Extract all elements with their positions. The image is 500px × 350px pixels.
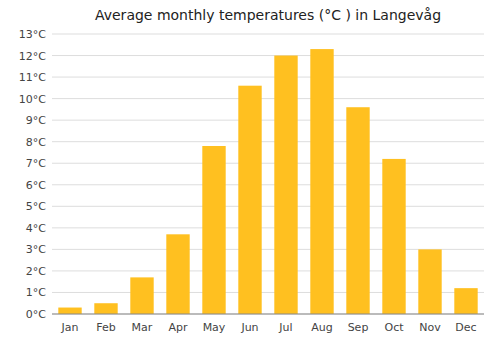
y-tick-label: 3°C	[26, 243, 46, 256]
grid-line	[52, 314, 484, 315]
x-tick-label: Nov	[419, 321, 441, 334]
bar	[166, 234, 189, 314]
x-tick-label: Apr	[168, 321, 188, 334]
bar	[454, 288, 477, 314]
x-tick-label: Mar	[132, 321, 153, 334]
bar	[418, 249, 441, 314]
bar	[238, 86, 261, 314]
bar	[94, 303, 117, 314]
bars	[58, 49, 477, 314]
bar	[58, 308, 81, 314]
y-tick-label: 12°C	[19, 50, 46, 63]
bar	[346, 107, 369, 314]
y-tick-label: 1°C	[26, 286, 46, 299]
x-axis-line	[52, 314, 484, 315]
y-tick-label: 10°C	[19, 93, 46, 106]
y-axis: 0°C 1°C 2°C 3°C 4°C 5°C 6°C 7°C 8°C 9°C 10°C 11°C 12…	[19, 28, 46, 321]
grid-line	[52, 141, 484, 142]
x-tick-label: Aug	[311, 321, 332, 334]
bar	[130, 277, 153, 314]
grid-line	[52, 34, 484, 35]
x-tick-label: Sep	[348, 321, 369, 334]
y-tick-label: 0°C	[26, 308, 46, 321]
grid-line	[52, 55, 484, 56]
y-tick-label: 2°C	[26, 265, 46, 278]
grid-line	[52, 98, 484, 99]
bar	[274, 56, 297, 314]
x-axis: Jan Feb Mar Apr May Jun Jul Aug Sep Oct Nov Dec	[61, 321, 477, 334]
y-tick-label: 7°C	[26, 157, 46, 170]
bar	[382, 159, 405, 314]
y-tick-label: 9°C	[26, 114, 46, 127]
grid	[52, 34, 484, 314]
title: Average monthly temperatures (°C ) in La…	[95, 7, 441, 23]
y-tick-label: 4°C	[26, 222, 46, 235]
bar	[310, 49, 333, 314]
x-tick-label: Jul	[278, 321, 292, 334]
grid-line	[52, 227, 484, 228]
grid-line	[52, 163, 484, 164]
x-tick-label: Oct	[384, 321, 404, 334]
bar	[202, 146, 225, 314]
grid-line	[52, 120, 484, 121]
grid-line	[52, 206, 484, 207]
grid-line	[52, 77, 484, 78]
y-tick-label: 6°C	[26, 179, 46, 192]
y-tick-label: 8°C	[26, 136, 46, 149]
x-tick-label: Dec	[455, 321, 476, 334]
grid-line	[52, 184, 484, 185]
y-tick-label: 13°C	[19, 28, 46, 41]
x-tick-label: Jun	[240, 321, 258, 334]
x-tick-label: May	[203, 321, 226, 334]
y-tick-label: 11°C	[19, 71, 46, 84]
x-tick-label: Jan	[61, 321, 79, 334]
chart: Average monthly temperatures (°C ) in La…	[0, 0, 500, 350]
y-tick-label: 5°C	[26, 200, 46, 213]
x-tick-label: Feb	[96, 321, 115, 334]
